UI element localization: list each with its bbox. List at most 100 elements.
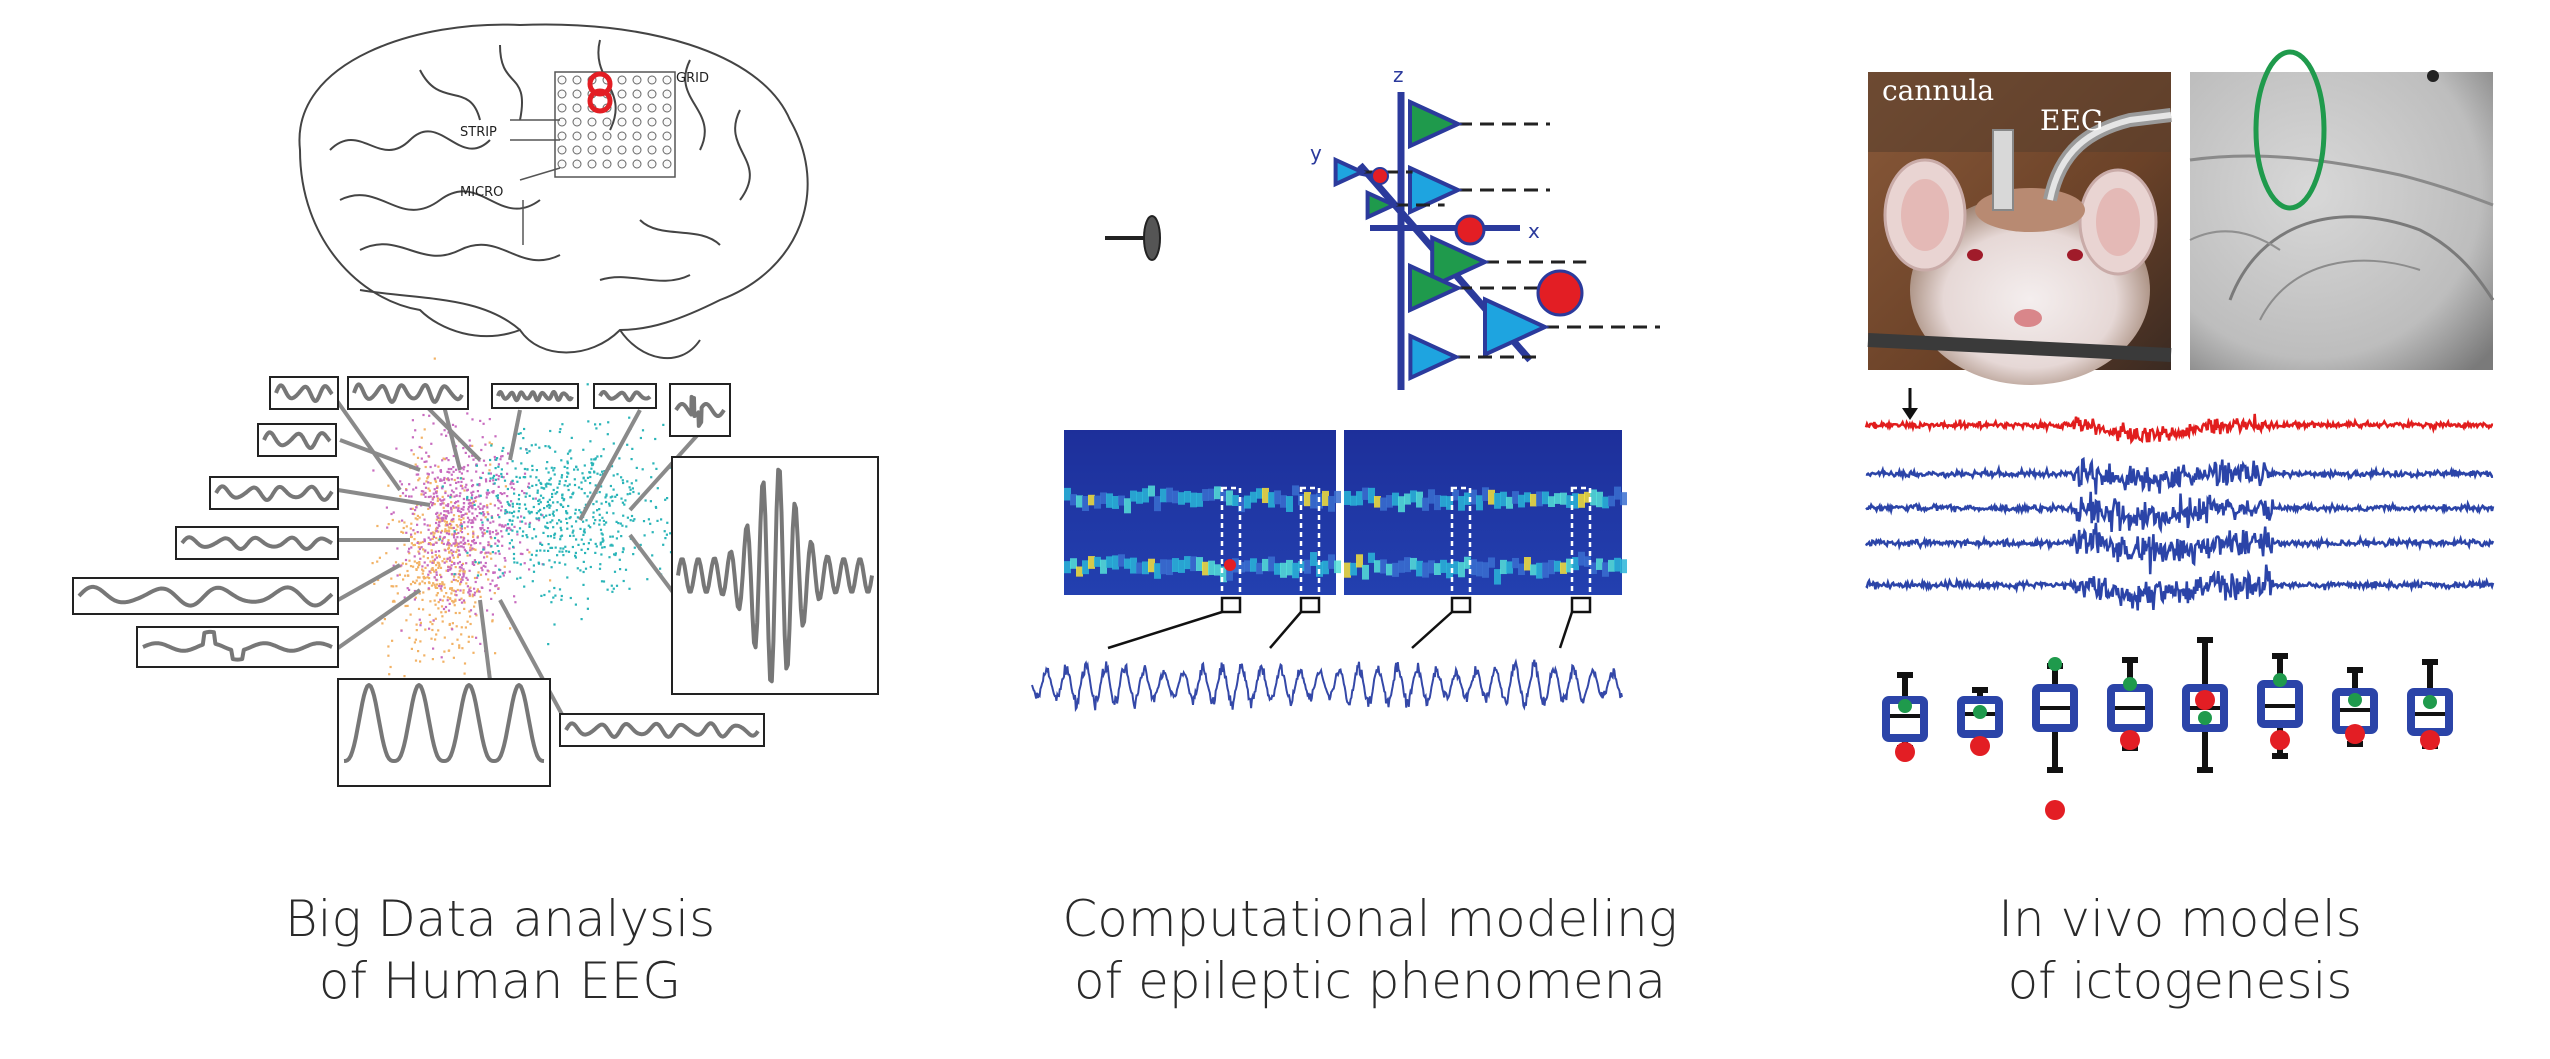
scatter-point bbox=[647, 518, 650, 521]
scatter-point bbox=[547, 643, 550, 646]
scatter-point bbox=[438, 555, 441, 559]
scatter-point bbox=[503, 479, 507, 482]
scatter-point bbox=[460, 507, 463, 510]
scatter-point bbox=[531, 580, 534, 583]
scatter-point bbox=[503, 571, 506, 574]
scatter-point bbox=[463, 601, 466, 604]
electrode-contact bbox=[557, 75, 567, 85]
model-neuron bbox=[1483, 296, 1660, 358]
scatter-point bbox=[431, 623, 434, 626]
scatter-point bbox=[513, 492, 516, 495]
scatter-point bbox=[492, 490, 495, 493]
scatter-point bbox=[488, 418, 491, 421]
scatter-point bbox=[487, 541, 490, 544]
scatter-point bbox=[499, 501, 502, 504]
scatter-point bbox=[532, 570, 536, 573]
scatter-point bbox=[446, 596, 449, 599]
spectro-cell bbox=[1106, 493, 1113, 508]
electrode-contact bbox=[617, 145, 627, 155]
spectro-cell bbox=[1524, 492, 1531, 503]
scatter-point bbox=[548, 479, 551, 482]
scatter-point bbox=[474, 601, 477, 604]
scatter-point bbox=[428, 577, 431, 580]
scatter-point bbox=[459, 582, 462, 585]
scatter-point bbox=[592, 516, 595, 519]
scatter-point bbox=[496, 544, 499, 547]
scatter-point bbox=[599, 528, 603, 531]
scatter-point bbox=[427, 587, 430, 590]
scatter-point bbox=[585, 519, 588, 522]
scatter-point bbox=[468, 554, 472, 557]
spectro-cell bbox=[1476, 495, 1483, 511]
scatter-point bbox=[599, 543, 602, 546]
scatter-point bbox=[471, 504, 474, 507]
scatter-point bbox=[402, 531, 405, 534]
scatter-point bbox=[472, 458, 475, 461]
scatter-point bbox=[414, 429, 417, 432]
scatter-point bbox=[443, 498, 446, 501]
scatter-point bbox=[564, 545, 567, 548]
scatter-point bbox=[422, 555, 425, 558]
scatter-point bbox=[400, 629, 403, 632]
scatter-point bbox=[442, 457, 445, 460]
scatter-point bbox=[666, 497, 669, 500]
scatter-point bbox=[452, 506, 455, 509]
scatter-point bbox=[446, 541, 450, 544]
scatter-point bbox=[662, 423, 665, 426]
scatter-point bbox=[413, 598, 416, 601]
scatter-point bbox=[502, 446, 505, 450]
scatter-point bbox=[445, 529, 448, 532]
scatter-point bbox=[506, 472, 509, 475]
scatter-point bbox=[463, 672, 466, 675]
spectro-cell bbox=[1118, 554, 1125, 567]
spectro-cell bbox=[1064, 487, 1071, 501]
scatter-point bbox=[510, 539, 513, 542]
scatter-point bbox=[472, 651, 475, 654]
scatter-point bbox=[576, 567, 579, 570]
eeg-recording-traces bbox=[1864, 413, 2495, 611]
electrode-contact bbox=[647, 131, 657, 141]
scatter-point bbox=[579, 569, 582, 572]
brain-label-grid: GRID bbox=[676, 71, 709, 86]
spectro-cell bbox=[1178, 559, 1185, 573]
scatter-point bbox=[443, 595, 446, 598]
scatter-point bbox=[470, 496, 473, 499]
spectro-cell bbox=[1614, 486, 1621, 500]
scatter-point bbox=[465, 483, 468, 486]
scatter-point bbox=[528, 523, 531, 526]
scatter-point bbox=[445, 434, 448, 437]
scatter-point bbox=[486, 569, 489, 572]
scatter-point bbox=[490, 444, 493, 447]
scatter-point bbox=[594, 542, 597, 545]
scatter-point bbox=[523, 585, 526, 588]
spectro-cell bbox=[1410, 490, 1417, 503]
spectro-cell bbox=[1608, 559, 1615, 572]
scatter-point bbox=[471, 595, 474, 598]
axis-label-x: x bbox=[1528, 219, 1540, 243]
scatter-point bbox=[612, 442, 615, 445]
scatter-point bbox=[528, 525, 531, 528]
scatter-point bbox=[496, 457, 499, 460]
scatter-point bbox=[546, 461, 549, 464]
spectro-cell bbox=[1064, 561, 1071, 574]
spectro-cell bbox=[1398, 496, 1405, 513]
scatter-point bbox=[556, 501, 559, 504]
electrode-contact bbox=[647, 103, 657, 113]
scatter-point bbox=[481, 569, 484, 572]
scatter-point bbox=[445, 592, 448, 595]
scatter-point bbox=[538, 498, 541, 501]
scatter-point bbox=[504, 559, 507, 562]
scatter-point bbox=[486, 518, 489, 521]
scatter-point bbox=[433, 570, 436, 573]
scatter-point bbox=[539, 549, 542, 552]
scatter-point bbox=[537, 561, 540, 564]
scatter-point bbox=[497, 540, 501, 543]
spectro-cell bbox=[1578, 493, 1585, 508]
spectro-cell bbox=[1380, 559, 1387, 574]
scatter-point bbox=[462, 514, 465, 517]
scatter-point bbox=[529, 475, 532, 478]
scatter-point bbox=[457, 549, 461, 552]
scatter-point bbox=[440, 605, 444, 608]
electrode-contact bbox=[587, 131, 597, 141]
scatter-point bbox=[414, 581, 417, 585]
